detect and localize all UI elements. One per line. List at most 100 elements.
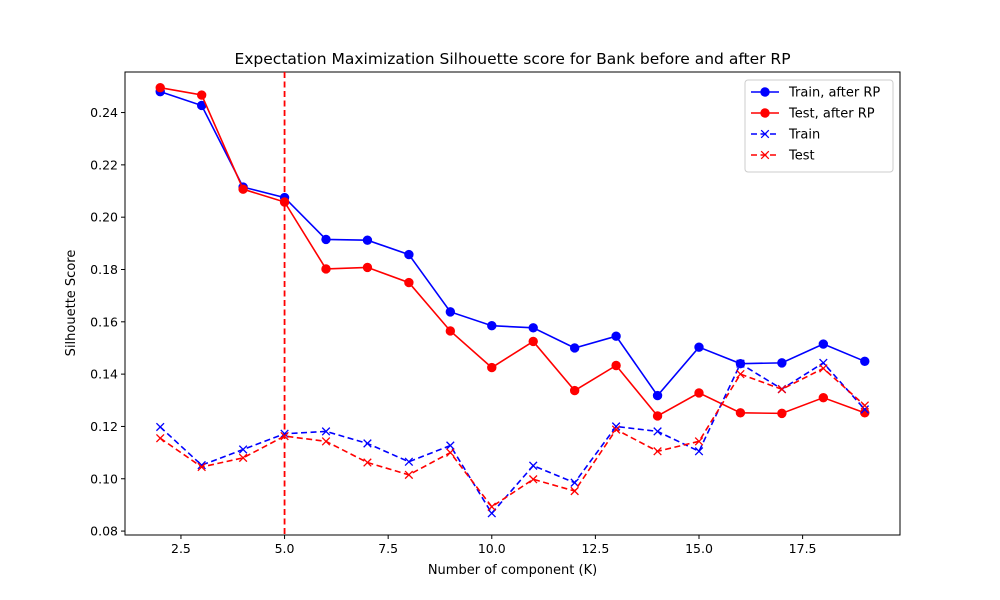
point-test-after-rp-k2 — [155, 82, 165, 93]
point-test-k8-b — [404, 470, 414, 480]
point-train-k7 — [363, 439, 372, 448]
point-train-after-rp-k19 — [860, 356, 870, 367]
legend-label-train-after-rp: Train, after RP — [788, 86, 880, 101]
point-test-after-rp-k13 — [611, 360, 621, 371]
point-train-k10 — [487, 509, 497, 518]
point-train-k2-b — [155, 422, 165, 432]
y-tick-label: 0.22 — [90, 157, 118, 172]
point-train-k9 — [446, 441, 455, 450]
y-tick-label: 0.20 — [90, 210, 118, 225]
point-train-k5 — [280, 429, 289, 439]
point-test-k15 — [694, 437, 704, 446]
point-train-k16-b — [736, 359, 745, 368]
point-test-k18 — [819, 364, 828, 373]
point-train-after-rp-k8 — [404, 249, 414, 260]
point-train-k12-b — [570, 478, 579, 487]
point-test-after-rp-k15 — [694, 388, 704, 398]
point-test-k4 — [238, 453, 248, 463]
y-tick-label: 0.18 — [90, 262, 118, 277]
point-test-after-rp-k4 — [238, 184, 248, 194]
point-test-k4-b — [238, 453, 248, 463]
point-test-after-rp-k17 — [777, 408, 787, 419]
point-test-k2 — [155, 433, 165, 443]
y-tick-label: 0.24 — [90, 105, 118, 120]
legend-marker-test-after-rp — [760, 108, 770, 118]
point-train-k11 — [528, 461, 538, 470]
point-train-k8-b — [404, 457, 414, 467]
point-test-k13 — [611, 425, 621, 434]
point-train-k16 — [736, 359, 745, 368]
point-test-after-rp-k12 — [569, 385, 580, 396]
point-test-k7 — [363, 458, 372, 467]
point-train-k6 — [321, 427, 331, 436]
point-train-after-rp-k9 — [445, 307, 456, 317]
y-axis-label: Silhouette Score — [64, 250, 79, 357]
point-train-k13 — [611, 422, 621, 431]
series-train — [155, 358, 870, 518]
series-test — [155, 364, 870, 512]
point-train-k14-b — [653, 427, 662, 436]
legend-label-test-after-rp: Test, after RP — [788, 107, 875, 122]
point-test-k7-b — [363, 458, 372, 467]
legend-item-train-after-rp: Train, after RP — [751, 86, 880, 101]
y-tick-label: 0.08 — [90, 524, 118, 539]
point-train-k8 — [404, 457, 414, 467]
legend-marker-train-after-rp — [760, 87, 770, 97]
series-train-after-rp — [155, 86, 870, 401]
axes-frame — [124, 71, 901, 536]
point-train-after-rp-k12 — [569, 343, 580, 353]
point-test-k12-b — [570, 486, 579, 496]
point-train-k6-b — [321, 427, 331, 436]
point-test-after-rp-k18 — [818, 392, 829, 403]
point-test-after-rp-k11 — [528, 336, 538, 347]
point-train-k7-b — [363, 439, 372, 448]
point-train-k9-b — [446, 441, 455, 450]
point-test-k3 — [197, 462, 206, 472]
point-train-k15 — [694, 447, 704, 456]
point-test-k2-b — [155, 433, 165, 443]
point-train-k11-b — [528, 461, 538, 470]
point-test-after-rp-k6 — [321, 264, 331, 274]
point-test-k10-b — [487, 502, 497, 512]
legend-label-train: Train — [788, 128, 820, 143]
legend-marker-test-b — [760, 150, 770, 160]
point-train-k14 — [653, 427, 662, 436]
point-train-after-rp-k18 — [818, 339, 829, 349]
data-layer — [155, 72, 870, 535]
point-test-k16-b — [736, 369, 745, 379]
legend-item-test-after-rp: Test, after RP — [751, 107, 875, 122]
x-tick-label: 2.5 — [171, 541, 191, 556]
point-train-k13-b — [611, 422, 621, 431]
x-tick-label: 12.5 — [581, 541, 609, 556]
point-train-k3-b — [197, 460, 206, 470]
point-test-after-rp-k10 — [487, 362, 497, 373]
point-train-k12 — [570, 478, 579, 487]
point-train-k19-b — [860, 405, 870, 414]
point-train-after-rp-k11 — [528, 323, 538, 333]
point-test-k5 — [280, 431, 289, 441]
point-test-k11 — [528, 475, 538, 484]
y-tick-label: 0.12 — [90, 419, 118, 434]
point-test-k9 — [446, 448, 455, 457]
point-test-k6 — [321, 437, 331, 446]
point-train-after-rp-k7 — [362, 235, 373, 245]
point-train-k4 — [238, 445, 248, 454]
point-test-after-rp-k3 — [196, 90, 207, 100]
legend-marker-train — [760, 129, 770, 139]
legend-item-test: Test — [751, 149, 815, 164]
point-test-k15-b — [694, 437, 704, 446]
y-tick-label: 0.14 — [90, 367, 118, 382]
point-test-after-rp-k8 — [404, 277, 414, 288]
legend-item-train: Train — [751, 128, 820, 143]
point-train-k10-b — [487, 509, 497, 518]
x-tick-label: 17.5 — [789, 541, 817, 556]
point-test-k11-b — [528, 475, 538, 484]
point-test-k12 — [570, 486, 579, 496]
point-test-k5-b — [280, 431, 289, 441]
point-test-k17 — [777, 385, 787, 394]
series-line-test-after-rp — [160, 86, 866, 418]
point-test-k16 — [736, 369, 745, 379]
point-test-after-rp-k5 — [279, 197, 290, 207]
point-train-k3 — [197, 460, 206, 470]
